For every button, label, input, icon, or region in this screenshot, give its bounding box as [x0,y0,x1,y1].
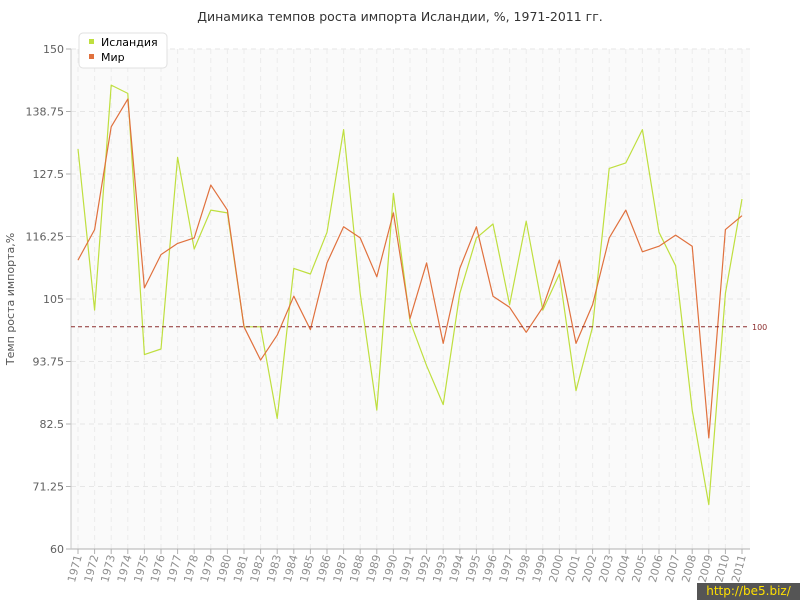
legend-label-iceland: Исландия [101,36,158,49]
y-tick-label: 71.25 [33,481,65,494]
y-tick-label: 82.5 [40,418,65,431]
series-line-world [77,98,743,439]
x-tick-labels: 1971197219731974197519761977197819791980… [65,553,749,583]
chart-title: Динамика темпов роста импорта Исландии, … [197,9,603,24]
watermark: http://be5.biz/ [697,583,800,600]
y-tick-label: 93.75 [33,356,65,369]
y-axis-label: Темп роста импорта,% [4,233,17,366]
y-tick-label: 127.5 [33,168,65,181]
legend: Исландия Мир [78,32,168,69]
series-line-iceland [77,84,743,506]
reference-line-label: 100 [752,323,767,332]
y-tick-labels: 60 71.25 82.5 93.75 105 116.25 127.5 138.75 150 [26,43,65,556]
series-lines [77,84,743,506]
legend-box [78,32,168,69]
x-tick-label: 2011 [729,553,749,583]
legend-label-world: Мир [101,51,125,64]
reference-line: 100 [71,323,767,332]
y-tick-label: 138.75 [26,106,65,119]
y-tick-label: 60 [50,543,64,556]
legend-swatch-world [89,54,94,59]
y-tick-label: 150 [43,43,64,56]
legend-swatch-iceland [89,39,94,44]
y-tick-label: 105 [43,293,64,306]
y-tick-label: 116.25 [26,231,65,244]
